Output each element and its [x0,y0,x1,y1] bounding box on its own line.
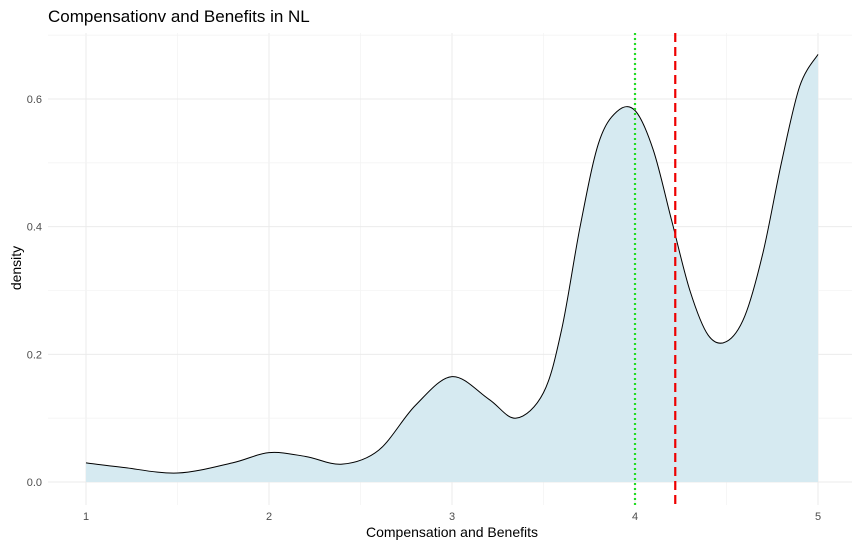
reference-lines [633,33,677,505]
x-tick-label: 5 [815,511,821,523]
y-tick-label: 0.4 [27,222,42,234]
x-tick-label: 3 [449,511,455,523]
chart-title: Compensationv and Benefits in NL [48,7,310,26]
y-tick-label: 0.2 [27,349,42,361]
density-fill [86,54,818,482]
x-axis-title: Compensation and Benefits [366,524,538,540]
x-tick-label: 4 [632,511,638,523]
tick-labels: 1 2 3 4 5 0.0 0.2 0.4 0.6 [27,94,821,523]
density-area [85,54,819,482]
x-tick-label: 1 [83,511,89,523]
y-tick-label: 0.0 [27,477,42,489]
density-line [85,54,819,474]
y-axis-title: density [8,246,24,290]
y-tick-label: 0.6 [27,94,42,106]
x-tick-label: 2 [266,511,272,523]
